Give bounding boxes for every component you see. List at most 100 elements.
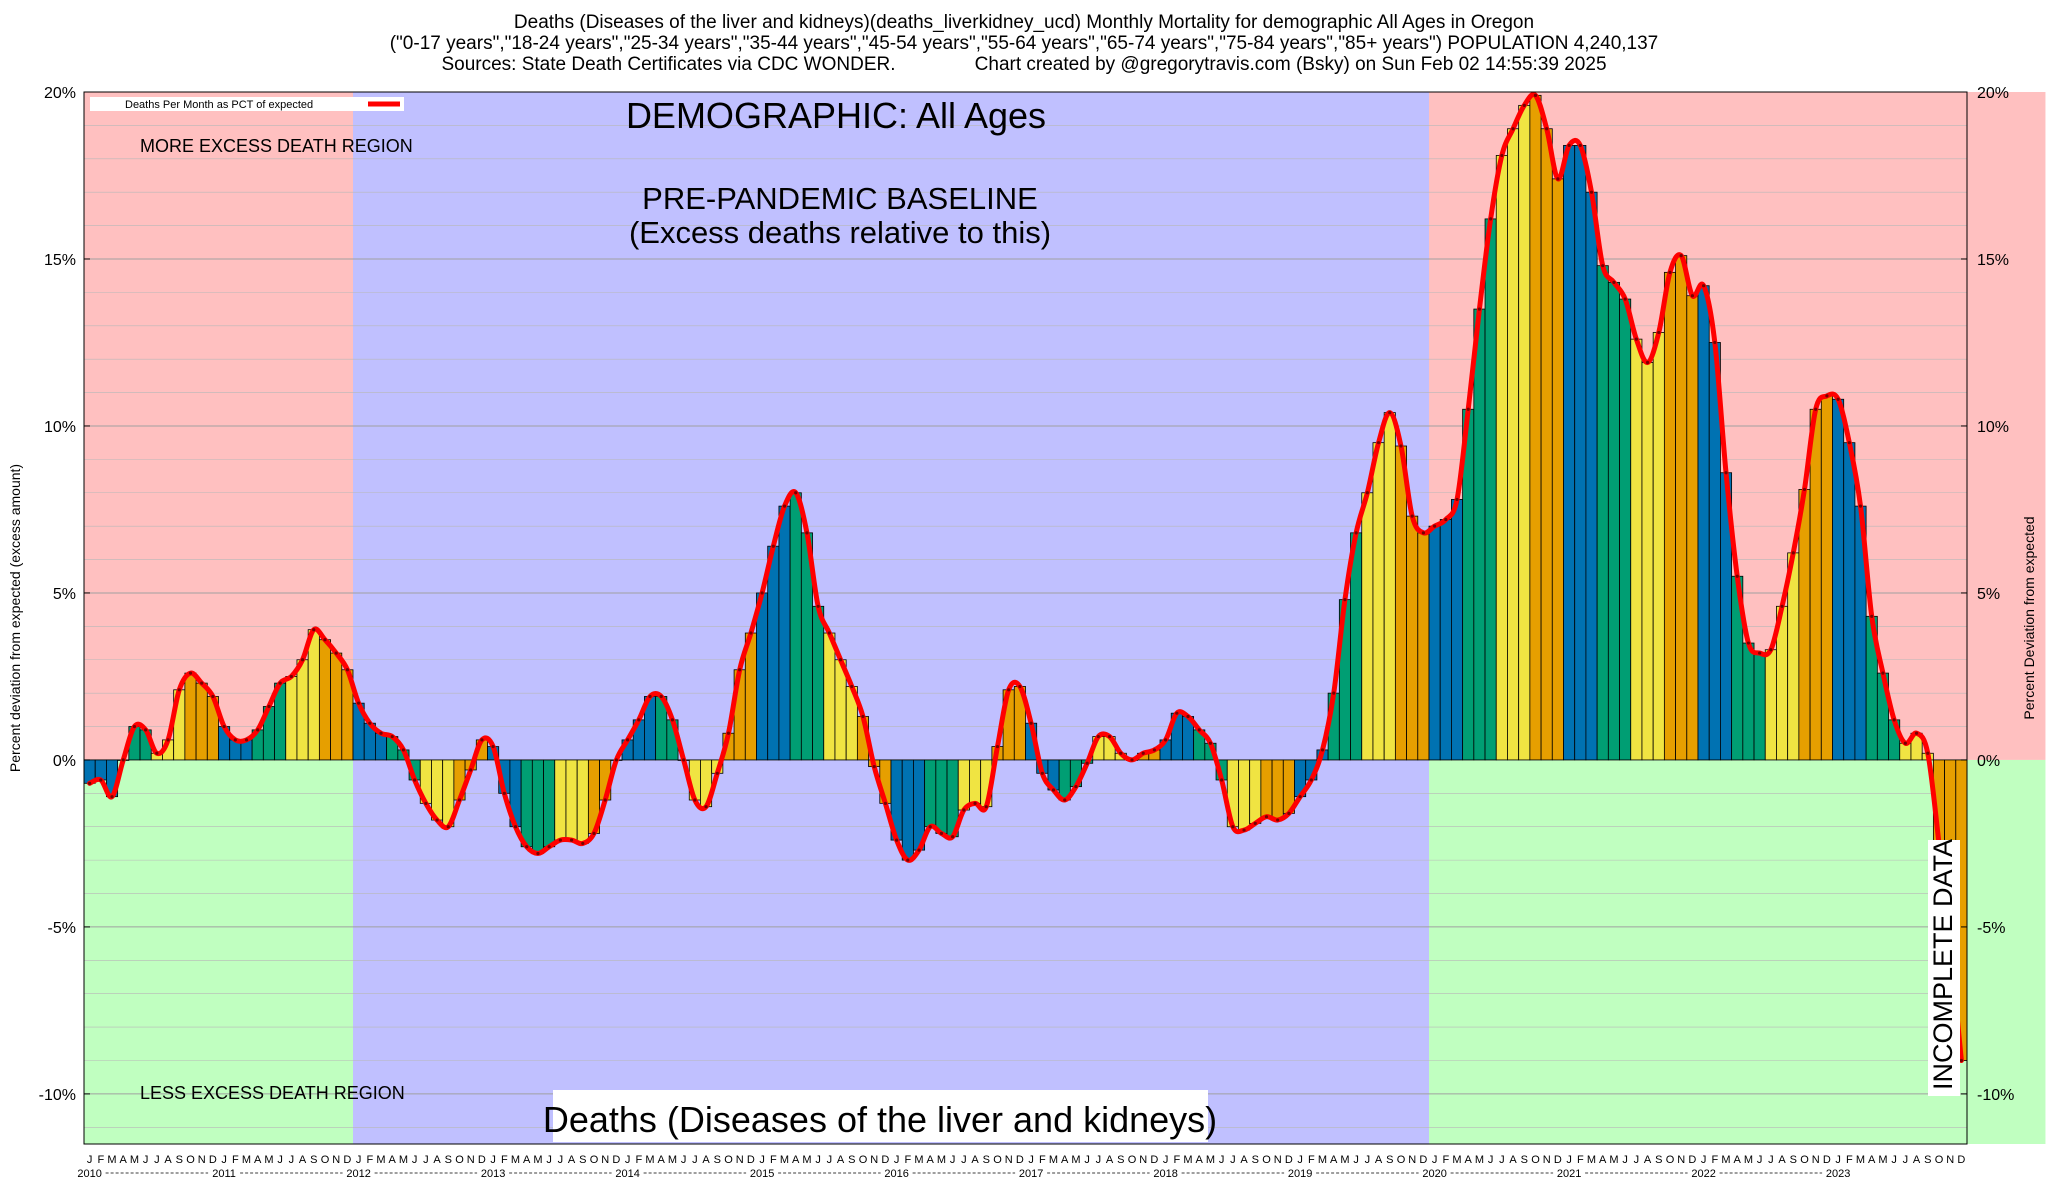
data-point <box>1343 598 1347 602</box>
bar <box>756 592 769 761</box>
x-month-label: A <box>1509 1154 1517 1166</box>
data-point <box>1164 738 1168 742</box>
data-point <box>1847 441 1851 445</box>
x-month-label: M <box>376 1154 385 1166</box>
data-point <box>1096 734 1100 739</box>
data-point <box>827 631 831 635</box>
x-month-label: N <box>1139 1154 1147 1166</box>
less-excess-region <box>84 759 353 1144</box>
x-month-label: F <box>1846 1154 1853 1166</box>
x-year-label: 2015 <box>750 1168 774 1180</box>
data-point <box>300 658 305 662</box>
data-point <box>469 768 473 772</box>
bar <box>812 605 825 761</box>
data-point <box>513 825 518 829</box>
data-point <box>1634 337 1638 341</box>
bar <box>1697 285 1710 761</box>
data-point <box>1578 143 1582 148</box>
bar <box>307 629 320 761</box>
bar <box>1641 362 1654 761</box>
data-point <box>1365 491 1369 495</box>
x-month-label: N <box>1946 1154 1954 1166</box>
bar <box>565 759 578 841</box>
x-month-label: J <box>1634 1154 1640 1166</box>
data-point <box>256 728 260 732</box>
x-month-label: S <box>983 1154 990 1166</box>
data-point <box>1668 270 1672 274</box>
bar <box>94 759 107 781</box>
y-tick-label-left: 10% <box>44 419 76 436</box>
data-point <box>1567 143 1571 148</box>
data-point <box>1926 751 1930 755</box>
x-month-label: N <box>1408 1154 1416 1166</box>
data-point <box>1074 785 1078 789</box>
data-point <box>861 714 865 719</box>
data-point <box>1063 798 1067 802</box>
x-month-label: J <box>1757 1154 1763 1166</box>
x-month-label: J <box>894 1154 900 1166</box>
x-month-label: S <box>1117 1154 1124 1166</box>
x-month-label: J <box>423 1154 429 1166</box>
bar <box>195 682 208 761</box>
data-point <box>1769 648 1773 652</box>
data-point <box>1556 177 1560 181</box>
data-point <box>1903 741 1907 745</box>
data-point <box>1433 524 1437 528</box>
x-month-label: F <box>232 1154 239 1166</box>
data-point <box>782 504 787 508</box>
bar <box>1574 145 1587 761</box>
data-point <box>547 845 551 849</box>
x-month-label: J <box>546 1154 552 1166</box>
data-point <box>1208 741 1213 745</box>
x-month-label: J <box>692 1154 698 1166</box>
bar <box>1495 155 1508 761</box>
x-month-label: S <box>1790 1154 1797 1166</box>
x-month-label: J <box>1163 1154 1169 1166</box>
x-month-label: S <box>1386 1154 1393 1166</box>
x-month-label: A <box>1644 1154 1652 1166</box>
y-tick-label-left: 0% <box>53 753 76 770</box>
data-point <box>1477 307 1482 311</box>
y-tick-label-left: 5% <box>53 586 76 603</box>
bar <box>1238 759 1251 831</box>
x-month-label: J <box>87 1154 93 1166</box>
y-tick-label-right: 0% <box>1977 753 2000 770</box>
x-year-label: 2022 <box>1691 1168 1715 1180</box>
x-month-label: N <box>1812 1154 1820 1166</box>
bar <box>330 652 343 761</box>
bar <box>969 759 982 804</box>
data-point <box>1085 761 1089 765</box>
x-month-label: M <box>1206 1154 1215 1166</box>
bar <box>1428 525 1441 761</box>
bar <box>1529 94 1542 761</box>
data-point <box>1914 731 1919 735</box>
data-point <box>670 718 675 722</box>
data-point <box>1175 711 1179 715</box>
x-month-label: S <box>1655 1154 1662 1166</box>
bar <box>935 759 948 834</box>
x-month-label: F <box>1577 1154 1584 1166</box>
data-point <box>1130 758 1134 762</box>
bar <box>957 759 970 811</box>
bar <box>520 759 533 848</box>
data-point <box>1802 487 1807 492</box>
x-month-label: O <box>1800 1154 1809 1166</box>
plot-border <box>83 91 1968 1145</box>
data-point <box>211 694 215 699</box>
data-point <box>1657 330 1661 335</box>
x-month-label: A <box>1734 1154 1742 1166</box>
x-month-label: A <box>1375 1154 1383 1166</box>
x-month-label: J <box>1084 1154 1090 1166</box>
data-point <box>1399 444 1403 448</box>
data-point <box>928 825 932 829</box>
data-point <box>1791 551 1795 555</box>
y-tick-label-right: -10% <box>1977 1087 2014 1104</box>
data-point <box>973 801 977 805</box>
x-month-label: M <box>802 1154 811 1166</box>
x-year-label: 2018 <box>1153 1168 1177 1180</box>
data-point <box>626 738 630 742</box>
x-month-label: D <box>881 1154 889 1166</box>
x-month-label: S <box>1924 1154 1931 1166</box>
data-point <box>895 838 899 842</box>
x-month-label: J <box>1028 1154 1034 1166</box>
